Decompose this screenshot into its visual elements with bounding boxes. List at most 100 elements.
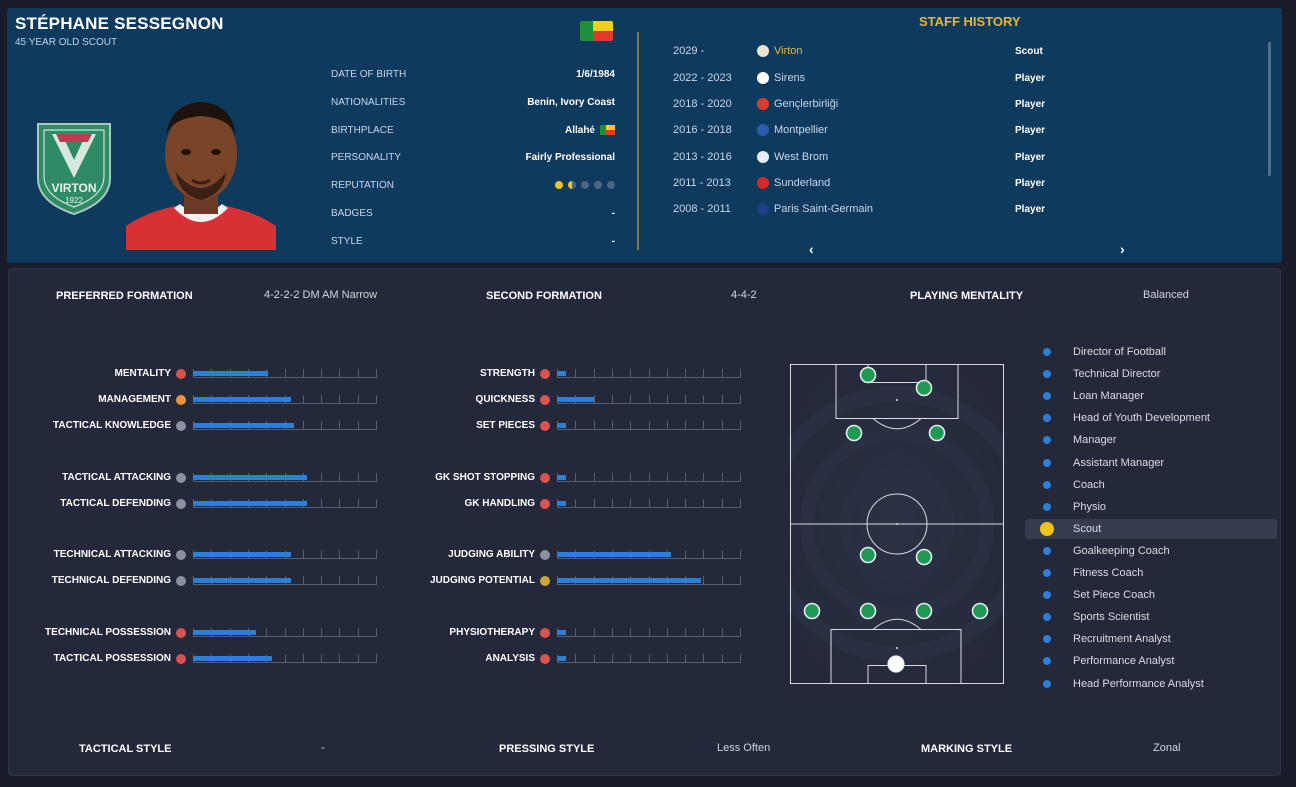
history-next-button[interactable]: › [1120, 241, 1125, 257]
history-club-name[interactable]: Sirens [774, 72, 806, 84]
attribute-row: JUDGING POTENTIAL [9, 574, 535, 588]
second-formation-label: SECOND FORMATION [486, 290, 602, 302]
birthplace-value[interactable]: Allahé [564, 124, 595, 136]
attribute-row: GK HANDLING [9, 497, 535, 511]
history-role: Player [1015, 72, 1046, 84]
staff-role-label: Head of Youth Development [1073, 412, 1210, 425]
history-club-name[interactable]: Sunderland [774, 177, 831, 189]
history-club[interactable]: Sunderland [757, 177, 1015, 189]
pressing-style-label: PRESSING STYLE [499, 743, 595, 755]
role-dot-icon [1040, 521, 1054, 536]
staff-role-item[interactable]: Recruitment Analyst [1025, 629, 1277, 649]
attribute-bar-fill [557, 630, 567, 635]
history-years: 2013 - 2016 [673, 151, 732, 163]
role-dot-icon [1043, 458, 1051, 467]
attribute-label: TACTICAL POSSESSION [53, 653, 171, 664]
attribute-rating-icon [540, 576, 550, 586]
history-club[interactable]: Montpellier [757, 124, 1015, 136]
attribute-label: JUDGING POTENTIAL [429, 575, 535, 586]
staff-role-item[interactable]: Head Performance Analyst [1025, 674, 1277, 694]
staff-role-item[interactable]: Technical Director [1025, 364, 1277, 384]
attribute-label: TECHNICAL POSSESSION [45, 627, 171, 638]
staff-role-item[interactable]: Manager [1025, 430, 1277, 450]
attribute-row: MANAGEMENT [9, 393, 171, 407]
role-dot-icon [1043, 591, 1051, 600]
staff-role-item[interactable]: Fitness Coach [1025, 563, 1277, 583]
history-club[interactable]: Paris Saint-Germain [757, 203, 1015, 215]
history-club-name[interactable]: Montpellier [774, 124, 828, 136]
preferred-formation-label: PREFERRED FORMATION [56, 290, 193, 302]
attribute-label: TACTICAL KNOWLEDGE [53, 420, 171, 431]
attribute-label: SET PIECES [476, 420, 535, 431]
profile-panel: STÉPHANE SESSEGNON 45 YEAR OLD SCOUT VIR… [7, 8, 1282, 263]
history-club[interactable]: West Brom [757, 151, 1015, 163]
history-years: 2022 - 2023 [673, 72, 732, 84]
staff-role-item[interactable]: Loan Manager [1025, 386, 1277, 406]
marking-style-value: Zonal [1153, 742, 1181, 754]
staff-role-label: Technical Director [1073, 368, 1161, 381]
history-club[interactable]: Virton [757, 45, 1015, 57]
staff-role-label: Set Piece Coach [1073, 589, 1155, 602]
staff-role-label: Manager [1073, 434, 1117, 447]
attribute-label: PHYSIOTHERAPY [449, 627, 535, 638]
role-dot-icon [1043, 370, 1051, 379]
staff-role-item[interactable]: Set Piece Coach [1025, 585, 1277, 605]
tactical-style-value: - [321, 742, 325, 754]
reputation-dot-icon [607, 181, 615, 189]
dob-value: 1/6/1984 [576, 68, 615, 80]
attribute-row: TACTICAL DEFENDING [9, 497, 171, 511]
attribute-bar [557, 473, 741, 482]
attribute-rating-icon [176, 421, 186, 431]
staff-role-label: Coach [1073, 478, 1105, 491]
attribute-row: QUICKNESS [9, 393, 535, 407]
staff-role-item[interactable]: Assistant Manager [1025, 453, 1277, 473]
role-dot-icon [1043, 546, 1051, 555]
attribute-bar-fill [557, 578, 701, 583]
staff-role-label: Recruitment Analyst [1073, 633, 1171, 646]
reputation-dot-icon [568, 181, 576, 189]
history-club[interactable]: Gençlerbirliği [757, 98, 1015, 110]
history-club-name[interactable]: Virton [774, 45, 803, 57]
staff-role-item[interactable]: Goalkeeping Coach [1025, 541, 1277, 561]
attribute-bar-fill [193, 475, 308, 480]
staff-subtitle: 45 YEAR OLD SCOUT [15, 37, 118, 48]
attribute-bar [557, 395, 741, 404]
history-scrollbar[interactable] [1268, 42, 1271, 176]
attribute-rating-icon [176, 473, 186, 483]
info-row-dob: DATE OF BIRTH 1/6/1984 [331, 68, 615, 80]
staff-role-item[interactable]: Director of Football [1025, 342, 1277, 362]
svg-text:1922: 1922 [65, 196, 83, 205]
staff-role-item[interactable]: Performance Analyst [1025, 651, 1277, 671]
staff-role-item[interactable]: Physio [1025, 497, 1277, 517]
staff-history-row: 2008 - 2011 Paris Saint-Germain Player [673, 200, 1063, 218]
history-role: Player [1015, 124, 1046, 136]
club-badge-icon [757, 151, 769, 163]
attribute-rating-icon [176, 369, 186, 379]
attribute-rating-icon [176, 576, 186, 586]
staff-role-item[interactable]: Scout [1025, 518, 1277, 539]
history-club[interactable]: Sirens [757, 72, 1015, 84]
attribute-label: TECHNICAL DEFENDING [51, 575, 171, 586]
club-badge-icon [757, 98, 769, 110]
staff-role-item[interactable]: Head of Youth Development [1025, 408, 1277, 428]
history-club-name[interactable]: Gençlerbirliği [774, 98, 839, 110]
history-club-name[interactable]: West Brom [774, 151, 829, 163]
attribute-bar-fill [557, 423, 567, 428]
info-row-reputation: REPUTATION [331, 176, 615, 194]
attribute-bar-fill [557, 397, 594, 402]
info-row-style: STYLE - [331, 235, 615, 247]
personality-value: Fairly Professional [525, 151, 615, 163]
history-club-name[interactable]: Paris Saint-Germain [774, 203, 874, 215]
marking-style-label: MARKING STYLE [921, 743, 1013, 755]
role-dot-icon [1043, 635, 1051, 644]
staff-role-item[interactable]: Sports Scientist [1025, 607, 1277, 627]
playing-mentality-value: Balanced [1143, 289, 1189, 301]
history-prev-button[interactable]: ‹ [809, 241, 814, 257]
attribute-bar [557, 369, 741, 378]
history-years: 2016 - 2018 [673, 124, 732, 136]
staff-role-item[interactable]: Coach [1025, 475, 1277, 495]
attribute-label: GK HANDLING [464, 498, 535, 509]
nationalities-value[interactable]: Benin, Ivory Coast [527, 96, 615, 108]
attribute-bar-fill [193, 630, 256, 635]
club-badge-icon [757, 72, 769, 84]
